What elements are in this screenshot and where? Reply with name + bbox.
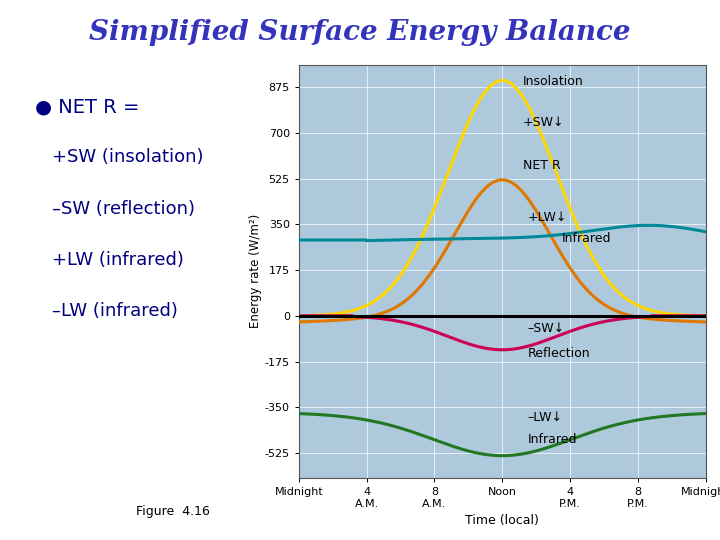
Y-axis label: Energy rate (W/m²): Energy rate (W/m²): [249, 214, 262, 328]
Text: NET R: NET R: [523, 159, 560, 172]
Text: ● NET R =: ● NET R =: [35, 97, 139, 116]
Text: Simplified Surface Energy Balance: Simplified Surface Energy Balance: [89, 19, 631, 46]
X-axis label: Time (local): Time (local): [465, 514, 539, 527]
Text: –LW (infrared): –LW (infrared): [52, 302, 178, 320]
Text: +SW (insolation): +SW (insolation): [52, 148, 203, 166]
Text: –SW (reflection): –SW (reflection): [52, 200, 195, 218]
Text: +LW↓: +LW↓: [528, 211, 567, 224]
Text: Infrared: Infrared: [562, 232, 611, 245]
Text: +LW (infrared): +LW (infrared): [52, 251, 184, 269]
Text: Insolation: Insolation: [523, 75, 583, 89]
Text: Figure  4.16: Figure 4.16: [136, 505, 210, 518]
Text: Reflection: Reflection: [528, 347, 590, 360]
Text: Infrared: Infrared: [528, 434, 577, 447]
Text: +SW↓: +SW↓: [523, 116, 564, 129]
Text: –SW↓: –SW↓: [528, 322, 564, 335]
Text: –LW↓: –LW↓: [528, 411, 562, 424]
